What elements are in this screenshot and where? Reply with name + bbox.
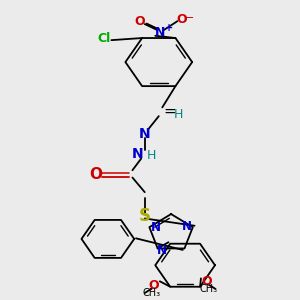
Text: N: N (182, 220, 191, 233)
Text: N: N (139, 127, 151, 141)
Text: N: N (155, 26, 166, 39)
Text: N: N (132, 147, 143, 161)
Text: O: O (134, 15, 145, 28)
Text: S: S (139, 206, 151, 224)
Text: +: + (165, 22, 173, 33)
Text: N: N (151, 221, 161, 234)
Text: CH₃: CH₃ (200, 284, 218, 294)
Text: −: − (185, 13, 194, 23)
Text: O: O (176, 13, 187, 26)
Text: H: H (173, 108, 183, 121)
Text: N: N (157, 244, 167, 257)
Text: Cl: Cl (98, 32, 111, 45)
Text: CH₃: CH₃ (143, 288, 161, 298)
Text: O: O (89, 167, 102, 182)
Text: =: = (163, 104, 176, 119)
Text: O: O (148, 279, 159, 292)
Text: H: H (146, 149, 156, 162)
Text: O: O (201, 275, 211, 288)
